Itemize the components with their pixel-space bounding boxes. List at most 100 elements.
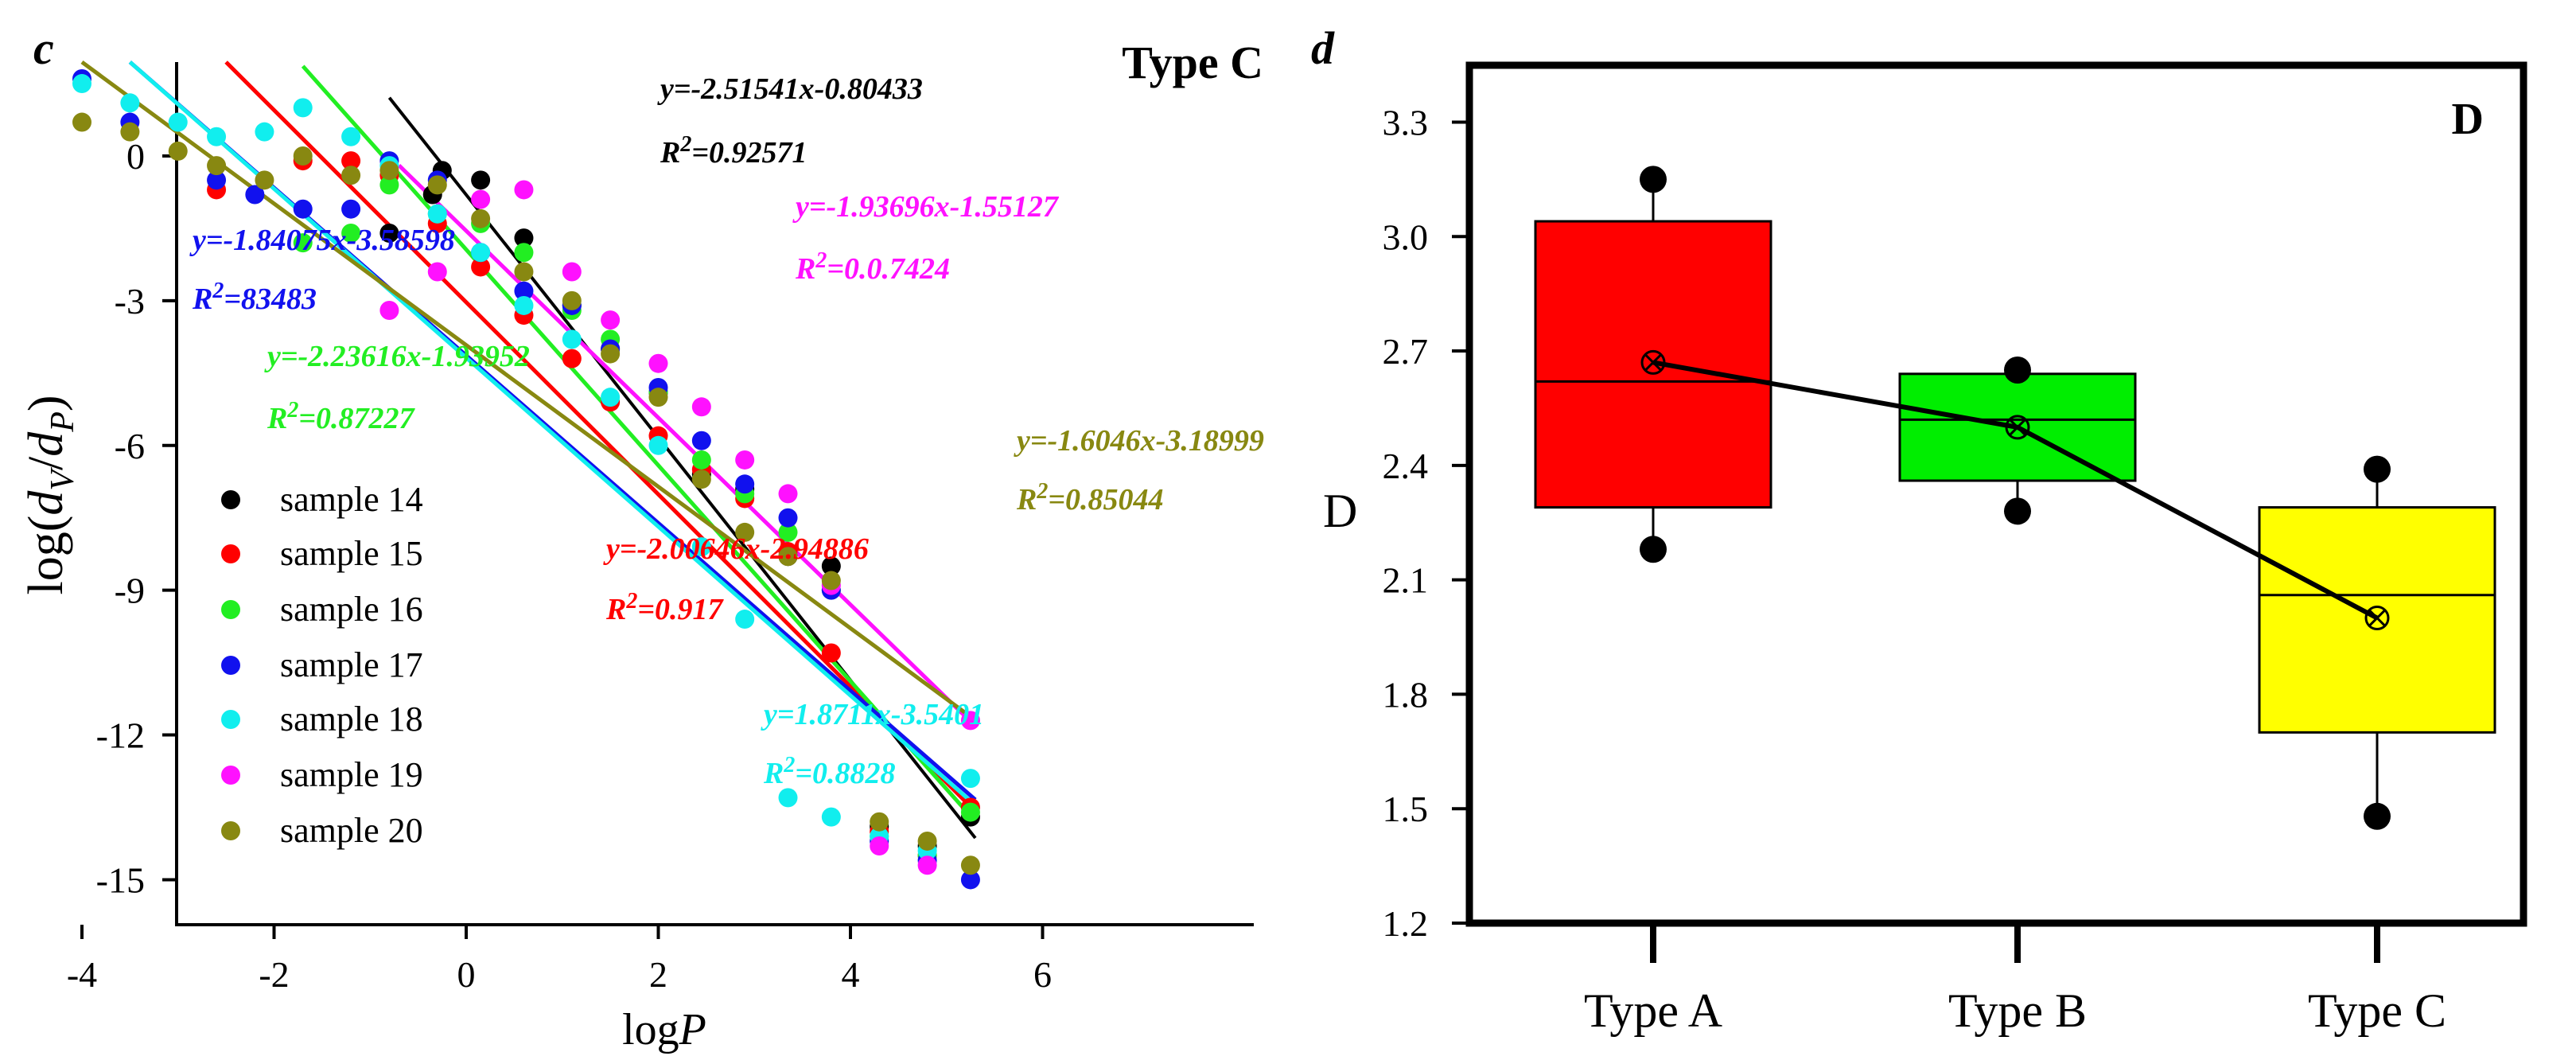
point-sample-17-13 [691, 431, 711, 450]
point-sample-20-12 [601, 344, 621, 364]
panel-c: c Type C -4 -2 0 2 4 6 0 -3 -6 -9 -12 -15 logP log(… [19, 22, 1264, 1054]
equation-sample-15: y=-2.00646x-2.94886 [603, 532, 869, 566]
c-y-axis-label: log(dV/dP) [19, 395, 81, 594]
point-sample-15-13 [821, 643, 841, 663]
c-legend: sample 14 sample 15 sample 16 sample 17 … [221, 480, 423, 850]
point-sample-18-17 [821, 807, 841, 827]
r2-sample-15: R2=0.917 [605, 589, 725, 626]
equation-sample-16: y=-2.23616x-1.93952 [264, 340, 530, 373]
c-axis-ticks: -4 -2 0 2 4 6 0 -3 -6 -9 -12 -15 [67, 136, 1052, 995]
point-sample-17-5 [341, 199, 361, 219]
point-sample-18-5 [293, 98, 313, 118]
legend-label-sample-20: sample 20 [280, 811, 423, 850]
point-sample-18-4 [255, 122, 274, 142]
point-sample-18-11 [562, 329, 582, 349]
c-ytick-label--15: -15 [96, 859, 145, 900]
point-sample-18-15 [735, 610, 755, 629]
legend-label-sample-15: sample 15 [280, 534, 423, 573]
point-sample-18-10 [514, 295, 534, 315]
legend-item-sample-18: sample 18 [221, 700, 423, 738]
mean-marker-type-a [1640, 349, 1666, 375]
point-sample-19-11 [870, 836, 889, 856]
equation-sample-20: y=-1.6046x-3.18999 [1014, 424, 1264, 458]
r2-sample-14: R2=0.92571 [660, 132, 807, 170]
d-mean-line [1640, 349, 2390, 631]
d-xtick-label-type-a: Type A [1584, 984, 1722, 1037]
outlier-type-c-1 [2364, 455, 2391, 483]
point-sample-19-13 [960, 711, 980, 731]
point-sample-14-0 [379, 224, 399, 244]
point-sample-20-2 [168, 141, 188, 161]
outlier-type-b-0 [2004, 497, 2031, 525]
point-sample-16-5 [514, 243, 534, 263]
legend-item-sample-20: sample 20 [221, 811, 423, 850]
panel-c-label: c [33, 22, 54, 74]
point-sample-19-12 [917, 855, 937, 875]
outlier-type-b-1 [2004, 357, 2031, 384]
annotation-sample-19: y=-1.93696x-1.55127 R2=0.0.7424 [792, 190, 1060, 286]
point-sample-19-8 [735, 450, 755, 470]
point-sample-20-7 [379, 161, 399, 181]
point-sample-20-18 [870, 812, 889, 832]
mean-circle-type-b [2005, 415, 2030, 440]
point-sample-20-13 [648, 388, 668, 407]
point-sample-17-3 [245, 185, 265, 205]
point-sample-16-0 [293, 233, 313, 253]
legend-item-sample-14: sample 14 [221, 480, 423, 519]
annotation-sample-14: y=-2.51541x-0.80433 R2=0.92571 [657, 72, 923, 170]
equation-sample-19: y=-1.93696x-1.55127 [792, 190, 1060, 224]
c-xtick-label--2: -2 [259, 954, 289, 995]
point-sample-19-4 [562, 262, 582, 282]
point-sample-19-5 [601, 310, 621, 330]
point-sample-19-9 [778, 484, 798, 504]
d-xtick-label-type-c: Type C [2308, 984, 2446, 1037]
d-plot-frame [1465, 61, 2527, 927]
point-sample-20-4 [255, 170, 274, 190]
annotation-sample-20: y=-1.6046x-3.18999 R2=0.85044 [1014, 424, 1264, 516]
d-ytick-label-2.4: 2.4 [1383, 446, 1429, 486]
legend-marker-sample-16 [221, 600, 240, 619]
point-sample-19-1 [427, 262, 447, 282]
point-sample-17-4 [293, 199, 313, 219]
point-sample-20-19 [917, 831, 937, 851]
point-sample-20-16 [778, 547, 798, 567]
point-sample-14-11 [821, 556, 841, 576]
d-y-axis-label: D [1323, 485, 1357, 537]
point-sample-20-6 [341, 166, 361, 185]
equation-sample-18: y=1.8711x-3.5401 [761, 698, 984, 731]
point-sample-20-5 [293, 146, 313, 166]
point-sample-18-20 [960, 769, 980, 789]
outlier-type-c-0 [2364, 802, 2391, 830]
legend-label-sample-19: sample 19 [280, 755, 423, 794]
legend-marker-sample-15 [221, 544, 240, 563]
box-body-type-c [2258, 506, 2496, 734]
point-sample-17-19 [960, 870, 980, 890]
point-sample-17-14 [735, 474, 755, 494]
point-sample-18-13 [648, 435, 668, 455]
point-sample-20-11 [562, 290, 582, 310]
point-sample-20-10 [514, 262, 534, 282]
point-sample-18-16 [778, 788, 798, 808]
legend-label-sample-17: sample 17 [280, 645, 423, 684]
point-sample-18-14 [691, 537, 711, 557]
point-sample-17-9 [514, 281, 534, 301]
point-sample-19-6 [648, 353, 668, 373]
r2-sample-16: R2=0.87227 [267, 398, 416, 435]
fit-line-sample-15 [224, 60, 977, 813]
c-fit-annotations: y=-2.51541x-0.80433 R2=0.92571 y=-1.9369… [189, 72, 1264, 790]
point-sample-18-6 [341, 127, 361, 146]
mean-cross-b-type-b [2008, 418, 2027, 436]
point-sample-17-15 [778, 508, 798, 528]
d-ytick-label-1.8: 1.8 [1383, 674, 1429, 715]
point-sample-15-7 [562, 349, 582, 368]
legend-item-sample-17: sample 17 [221, 645, 423, 684]
legend-item-sample-19: sample 19 [221, 755, 423, 794]
c-xtick-label-0: 0 [457, 954, 476, 995]
panel-d: d D D 1.2 1.5 1.8 2.1 2.4 2.7 3.0 3.3 Type A Type… [1311, 22, 2527, 1037]
point-sample-18-9 [471, 243, 491, 263]
legend-item-sample-16: sample 16 [221, 590, 423, 629]
legend-label-sample-18: sample 18 [280, 700, 423, 738]
box-type-b [1898, 357, 2137, 525]
legend-marker-sample-18 [221, 710, 240, 729]
point-sample-18-12 [601, 388, 621, 407]
